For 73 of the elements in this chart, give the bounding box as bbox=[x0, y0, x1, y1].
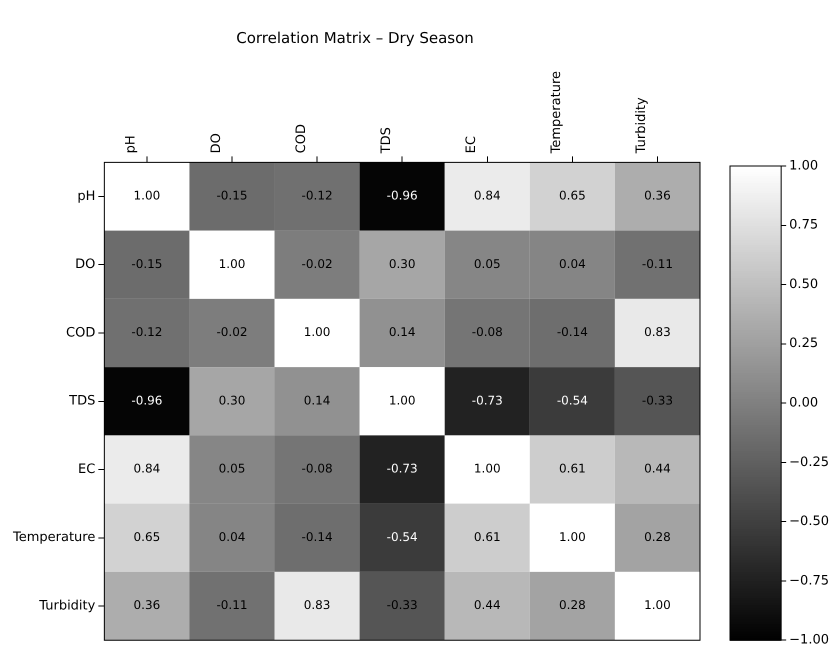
y-tick-label: EC bbox=[78, 462, 96, 477]
x-tick-label: COD bbox=[294, 124, 309, 154]
color-bar-label: 1.00 bbox=[789, 158, 818, 174]
data-label: 0.28 bbox=[644, 530, 671, 544]
x-tick-label: Turbidity bbox=[634, 96, 650, 154]
data-label: 0.30 bbox=[218, 393, 246, 408]
data-label: 0.61 bbox=[474, 530, 501, 544]
data-label: 0.83 bbox=[644, 325, 671, 340]
data-label: 0.05 bbox=[218, 462, 246, 476]
y-tick-label: DO bbox=[75, 257, 96, 272]
data-label: -0.11 bbox=[216, 598, 248, 612]
data-label: 0.28 bbox=[559, 598, 586, 612]
data-label: -0.54 bbox=[386, 530, 418, 544]
color-bar-label: 0.75 bbox=[789, 218, 818, 233]
y-tick-label: Turbidity bbox=[38, 598, 96, 614]
data-label: -0.02 bbox=[302, 256, 333, 271]
data-label: 1.00 bbox=[218, 256, 246, 271]
data-label: 1.00 bbox=[134, 188, 160, 203]
data-label: 1.00 bbox=[559, 530, 586, 544]
x-tick-label: pH bbox=[124, 135, 139, 154]
data-label: 1.00 bbox=[304, 325, 330, 340]
data-label: 0.61 bbox=[559, 462, 586, 476]
color-bar-label: −0.25 bbox=[789, 454, 830, 470]
x-tick-label: EC bbox=[464, 136, 480, 154]
data-label: -0.02 bbox=[216, 325, 248, 340]
data-label: -0.12 bbox=[302, 188, 333, 203]
data-label: 1.00 bbox=[474, 462, 501, 476]
y-tick-label: pH bbox=[77, 188, 96, 204]
data-label: 0.14 bbox=[304, 393, 330, 408]
x-tick-label: DO bbox=[208, 133, 224, 154]
color-bar-label: 0.25 bbox=[789, 336, 818, 352]
data-label: 0.65 bbox=[559, 188, 586, 203]
chart-title: Correlation Matrix – Dry Season bbox=[236, 28, 474, 47]
data-label: -0.15 bbox=[216, 188, 248, 203]
data-label: 0.44 bbox=[644, 462, 671, 476]
data-label: 0.04 bbox=[559, 256, 586, 271]
data-label: -0.14 bbox=[302, 530, 333, 544]
data-label: 0.84 bbox=[474, 188, 501, 203]
data-label: -0.96 bbox=[386, 188, 418, 203]
x-tick-label: TDS bbox=[378, 127, 394, 154]
data-label: 0.04 bbox=[218, 530, 246, 544]
color-bar-label: −1.00 bbox=[789, 632, 830, 648]
y-tick-label: Temperature bbox=[12, 530, 96, 546]
data-label: 0.84 bbox=[134, 462, 160, 476]
data-label: -0.33 bbox=[642, 393, 673, 408]
data-label: 0.36 bbox=[644, 188, 671, 203]
data-label: -0.08 bbox=[472, 325, 503, 340]
data-label: -0.96 bbox=[131, 393, 162, 408]
data-label: -0.73 bbox=[386, 462, 418, 476]
color-bar-label: −0.75 bbox=[789, 573, 830, 588]
data-label: 0.14 bbox=[388, 325, 416, 340]
data-label: 0.05 bbox=[474, 256, 501, 271]
data-label: 0.83 bbox=[304, 598, 330, 612]
x-tick-label: Temperature bbox=[549, 70, 564, 154]
color-bar-label: 0.50 bbox=[789, 276, 818, 292]
data-label: -0.54 bbox=[556, 393, 588, 408]
color-bar-label: −0.50 bbox=[789, 514, 830, 530]
data-label: 0.44 bbox=[474, 598, 501, 612]
data-label: 0.65 bbox=[134, 530, 160, 544]
data-label: -0.73 bbox=[472, 393, 503, 408]
y-tick-label: COD bbox=[66, 325, 96, 340]
data-label: 0.36 bbox=[134, 598, 160, 612]
data-label: -0.11 bbox=[642, 256, 673, 271]
color-bar-label: 0.00 bbox=[789, 395, 818, 410]
data-label: -0.08 bbox=[302, 462, 333, 476]
data-label: -0.33 bbox=[386, 598, 418, 612]
data-label: 1.00 bbox=[388, 393, 416, 408]
data-label: 0.30 bbox=[388, 256, 416, 271]
y-tick-label: TDS bbox=[68, 394, 96, 409]
data-label: -0.14 bbox=[556, 325, 588, 340]
data-label: -0.15 bbox=[131, 256, 162, 271]
data-label: -0.12 bbox=[131, 325, 162, 340]
data-label: 1.00 bbox=[644, 598, 671, 612]
